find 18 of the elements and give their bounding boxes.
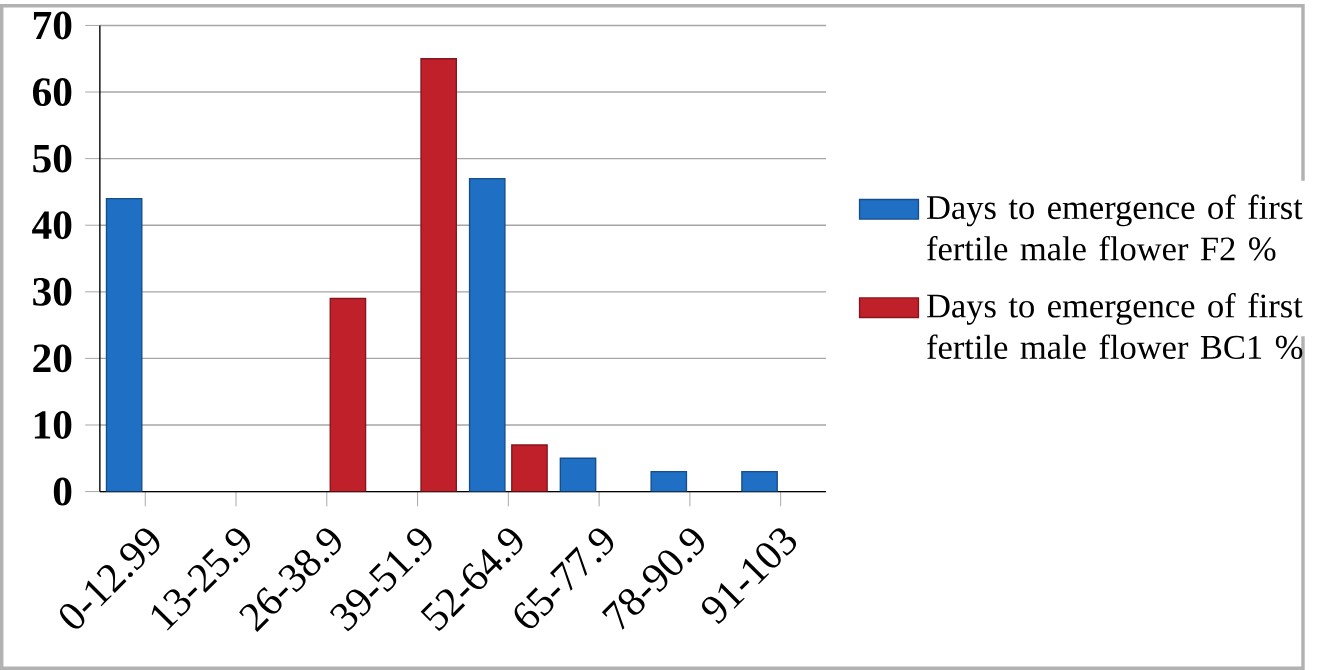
y-tick-label: 40 [32,211,72,240]
bar [511,444,548,492]
y-tick-label: 0 [53,477,72,506]
legend-label: Days to emergence of first fertile male flower BC1 % [927,293,1303,360]
y-tick-label: 30 [33,277,72,306]
legend-label: Days to emergence of first fertile male flower F2 % [927,194,1303,261]
y-tick-label: 60 [32,78,72,106]
bar [650,470,688,492]
y-tick-label: 20 [33,344,72,373]
bar [329,297,367,492]
y-tick-label: 70 [33,11,72,40]
bar [559,457,597,492]
bar [741,470,778,492]
y-tick-label: 50 [33,144,72,173]
bar [468,177,506,492]
bar [105,197,143,492]
bar [420,58,458,492]
y-tick-label: 10 [34,411,72,439]
